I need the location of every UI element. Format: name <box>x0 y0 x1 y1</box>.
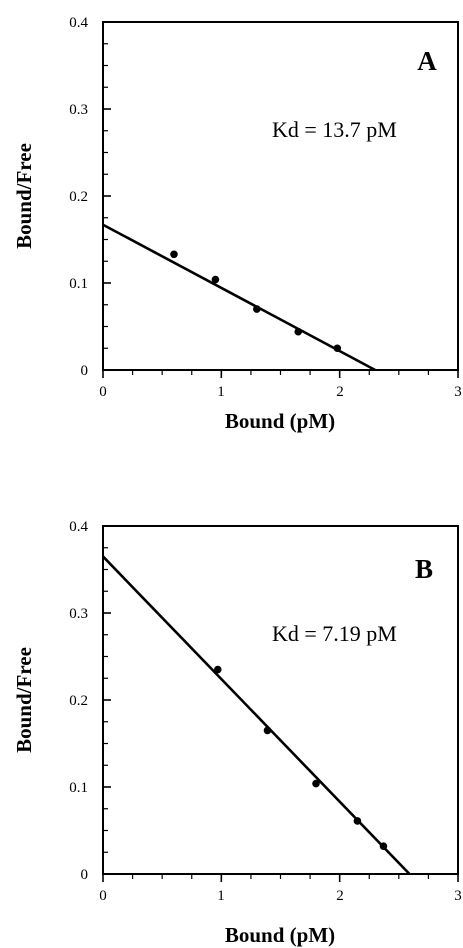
y-tick-label: 0.4 <box>69 519 88 535</box>
panel-a-ticks <box>102 21 459 378</box>
data-point <box>294 327 303 336</box>
panel-b: 0 1 2 3 0 0.1 0.2 0.3 0.4 Bound (pM) Bou… <box>12 519 462 947</box>
panel-b-kd-annotation: Kd = 7.19 pM <box>272 621 397 646</box>
y-tick-label: 0.3 <box>69 102 88 118</box>
panel-a-x-axis-title: Bound (pM) <box>225 409 335 433</box>
y-tick-label: 0.1 <box>69 276 88 292</box>
x-tick-label: 2 <box>336 384 344 400</box>
panel-b-ticks <box>102 525 459 882</box>
y-tick-label: 0.3 <box>69 606 88 622</box>
panel-b-x-axis-title: Bound (pM) <box>225 923 335 947</box>
y-tick-label: 0.2 <box>69 189 88 205</box>
data-point <box>353 817 362 825</box>
panel-a-kd-annotation: Kd = 13.7 pM <box>272 117 397 142</box>
panel-a-y-axis-title: Bound/Free <box>12 143 36 249</box>
x-tick-label: 0 <box>99 888 107 904</box>
panel-a-x-tick-labels: 0 1 2 3 <box>99 384 462 400</box>
data-point <box>211 275 220 284</box>
x-tick-label: 1 <box>217 888 225 904</box>
fit-line <box>102 223 376 372</box>
panel-b-x-tick-labels: 0 1 2 3 <box>99 888 462 904</box>
x-tick-label: 3 <box>454 888 462 904</box>
y-tick-label: 0.2 <box>69 693 88 709</box>
data-point <box>333 344 342 353</box>
panel-b-label: B <box>415 554 433 584</box>
y-tick-label: 0 <box>81 363 89 379</box>
data-point <box>312 779 320 788</box>
x-tick-label: 2 <box>336 888 344 904</box>
data-point <box>263 726 272 735</box>
data-point <box>213 665 222 674</box>
panel-a-marks <box>102 223 376 372</box>
data-point <box>379 842 388 850</box>
y-tick-label: 0.4 <box>69 15 88 31</box>
y-tick-label: 0 <box>81 867 89 883</box>
x-tick-label: 0 <box>99 384 107 400</box>
panel-b-plot-frame <box>102 525 459 875</box>
panel-b-y-axis-title: Bound/Free <box>12 647 36 753</box>
panel-a: 0 1 2 3 0 0.1 0.2 0.3 0.4 Bound (pM) Bou… <box>12 15 462 433</box>
y-tick-label: 0.1 <box>69 780 88 796</box>
data-point <box>253 305 261 313</box>
x-tick-label: 3 <box>454 384 462 400</box>
panel-a-label: A <box>417 46 437 76</box>
data-point <box>170 250 178 259</box>
panel-b-marks <box>102 555 411 875</box>
fit-line <box>102 555 411 875</box>
panel-a-y-tick-labels: 0 0.1 0.2 0.3 0.4 <box>69 15 88 379</box>
panel-b-y-tick-labels: 0 0.1 0.2 0.3 0.4 <box>69 519 88 883</box>
x-tick-label: 1 <box>217 384 225 400</box>
panel-a-plot-frame <box>102 21 459 371</box>
